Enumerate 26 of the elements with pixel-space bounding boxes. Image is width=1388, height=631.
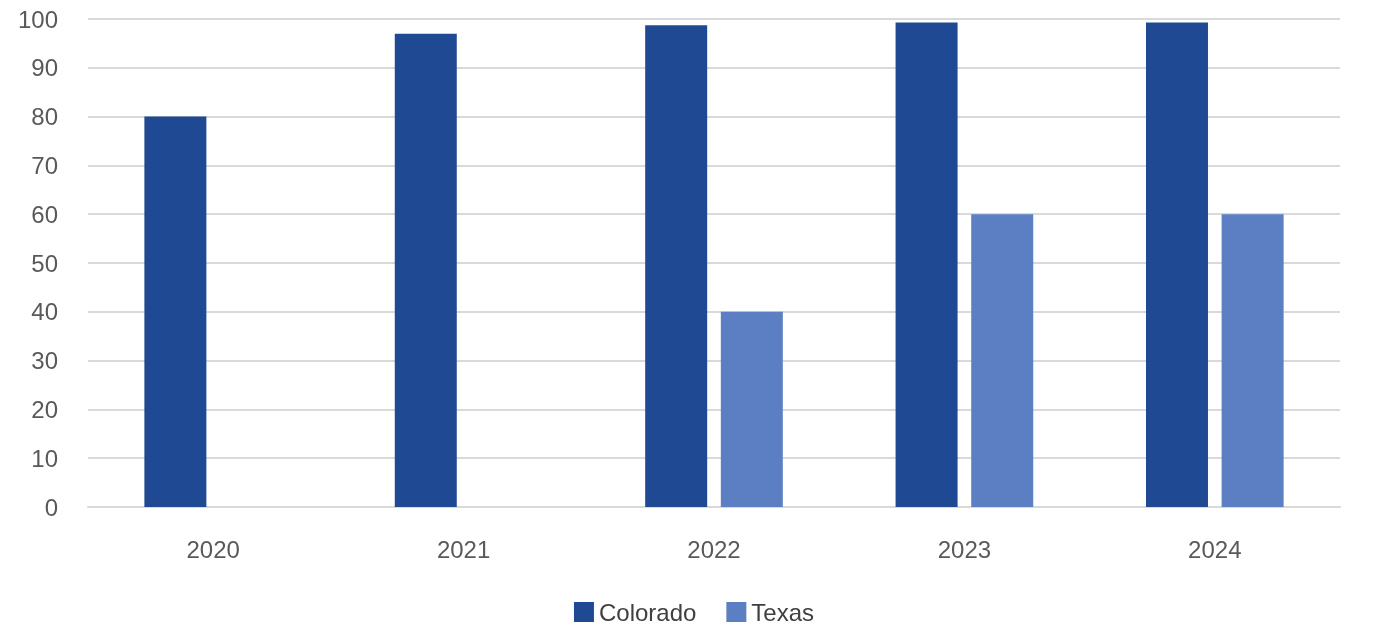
y-tick-label: 30 <box>31 347 58 375</box>
bar <box>720 311 783 507</box>
y-tick-label: 70 <box>31 151 58 179</box>
y-tick-label: 50 <box>31 249 58 277</box>
legend-label: Colorado <box>598 598 697 626</box>
y-tick-label: 90 <box>31 54 58 82</box>
bar <box>895 22 958 507</box>
x-tick-label: 2020 <box>186 535 240 563</box>
y-tick-label: 10 <box>31 444 58 472</box>
bar <box>645 25 708 507</box>
y-tick-label: 60 <box>31 200 58 228</box>
legend-label: Texas <box>751 598 815 626</box>
y-tick-label: 40 <box>31 298 58 326</box>
x-tick-label: 2024 <box>1188 535 1242 563</box>
bar <box>971 214 1034 507</box>
bar <box>1145 22 1208 507</box>
bar <box>1221 214 1284 507</box>
x-tick-label: 2023 <box>937 535 992 563</box>
y-tick-label: 0 <box>44 493 58 521</box>
x-tick-label: 2021 <box>436 535 491 563</box>
x-tick-label: 2022 <box>687 535 741 563</box>
bar <box>394 33 457 507</box>
y-tick-label: 20 <box>31 395 58 423</box>
y-tick-label: 100 <box>17 5 58 33</box>
y-tick-label: 80 <box>31 103 58 131</box>
bar <box>144 116 207 507</box>
